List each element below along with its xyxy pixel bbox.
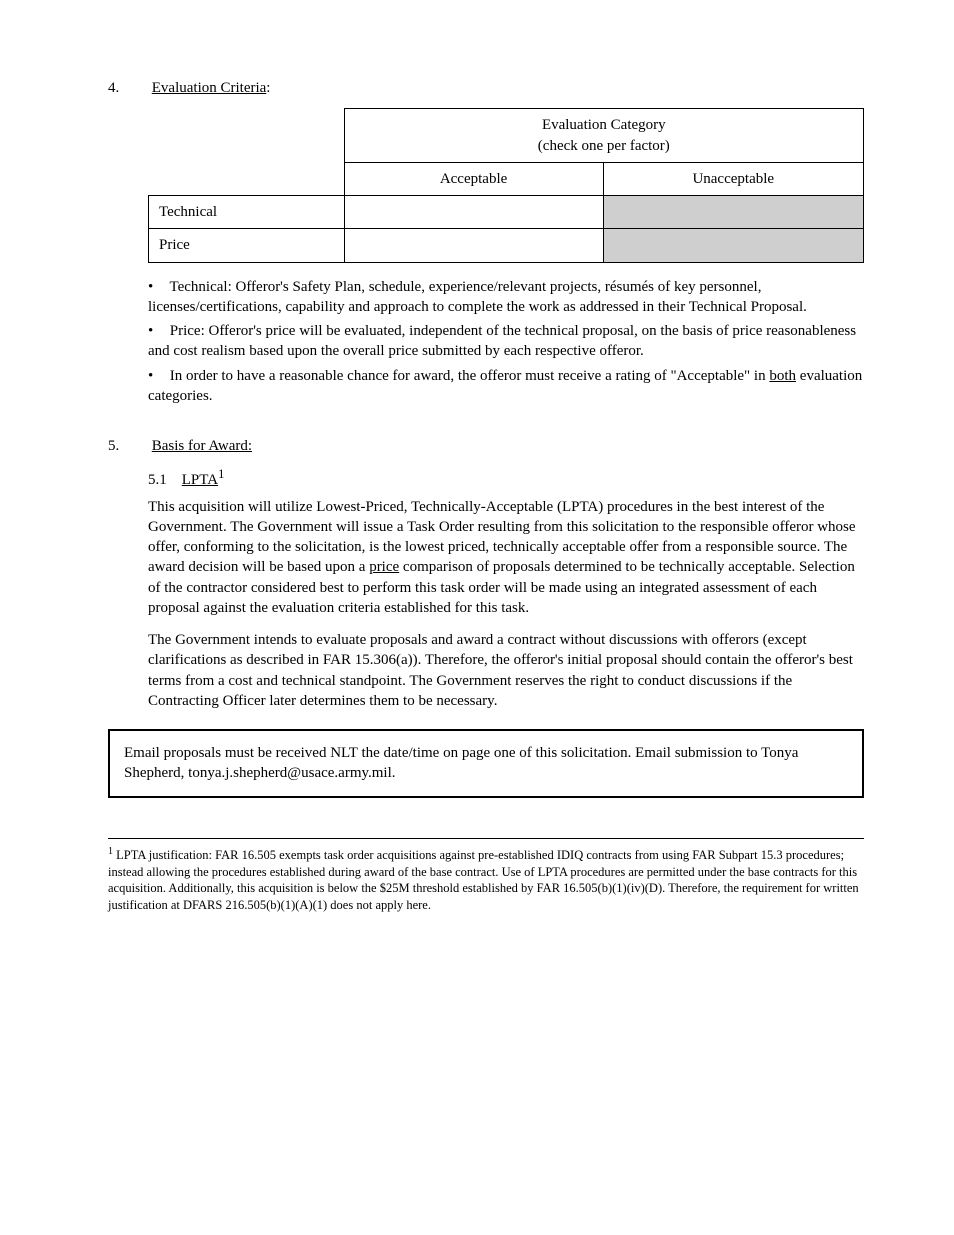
section-5-number: 5. <box>108 436 148 456</box>
award-para-1: This acquisition will utilize Lowest-Pri… <box>148 497 864 619</box>
bullet-dot-icon: • <box>148 321 166 341</box>
col-unacceptable-header: Unacceptable <box>603 162 863 195</box>
bullet-both-underlined: both <box>769 368 796 384</box>
section-5-1-heading: 5.1 LPTA1 <box>148 466 864 490</box>
section-5-heading: 5. Basis for Award: <box>108 436 864 456</box>
row-technical-acceptable <box>344 196 603 229</box>
table-row: Price <box>149 229 864 262</box>
bullet-both: • In order to have a reasonable chance f… <box>148 366 864 407</box>
table-row: Technical <box>149 196 864 229</box>
section-4-heading: 4. Evaluation Criteria: <box>108 78 864 98</box>
table-spacer-2 <box>149 162 345 195</box>
col-acceptable-header: Acceptable <box>344 162 603 195</box>
row-price-unacceptable <box>603 229 863 262</box>
bullet-price-text: Price: Offeror's price will be evaluated… <box>148 323 856 359</box>
section-5-1-title: LPTA <box>182 472 218 488</box>
section-5-1-number: 5.1 <box>148 472 167 488</box>
table-spacer <box>149 109 345 163</box>
award-para-1-price: price <box>369 559 399 575</box>
bullet-dot-icon: • <box>148 277 166 297</box>
section-5-title: Basis for Award: <box>152 438 252 454</box>
footnote-block: 1 LPTA justification: FAR 16.505 exempts… <box>108 838 864 915</box>
section-4-number: 4. <box>108 78 148 98</box>
award-para-2: The Government intends to evaluate propo… <box>148 630 864 711</box>
submission-notice-box: Email proposals must be received NLT the… <box>108 729 864 798</box>
row-technical-label: Technical <box>149 196 345 229</box>
bullet-technical-text: Technical: Offeror's Safety Plan, schedu… <box>148 279 807 315</box>
table-header-group: Evaluation Category (check one per facto… <box>344 109 863 163</box>
bullet-price: • Price: Offeror's price will be evaluat… <box>148 321 864 362</box>
table-header-line2: (check one per factor) <box>355 136 853 156</box>
bullet-dot-icon: • <box>148 366 166 386</box>
footnote-ref: 1 <box>218 467 224 481</box>
row-technical-unacceptable <box>603 196 863 229</box>
section-4-title: Evaluation Criteria <box>152 80 267 96</box>
section-4-title-colon: : <box>266 80 270 96</box>
bullet-technical: • Technical: Offeror's Safety Plan, sche… <box>148 277 864 318</box>
row-price-acceptable <box>344 229 603 262</box>
footnote-text: LPTA justification: FAR 16.505 exempts t… <box>108 848 859 913</box>
bullet-both-text-a: In order to have a reasonable chance for… <box>170 368 770 384</box>
rating-table: Evaluation Category (check one per facto… <box>148 108 864 262</box>
rating-table-wrapper: Evaluation Category (check one per facto… <box>148 108 864 262</box>
row-price-label: Price <box>149 229 345 262</box>
table-header-line1: Evaluation Category <box>355 115 853 135</box>
submission-notice-text: Email proposals must be received NLT the… <box>124 745 798 781</box>
